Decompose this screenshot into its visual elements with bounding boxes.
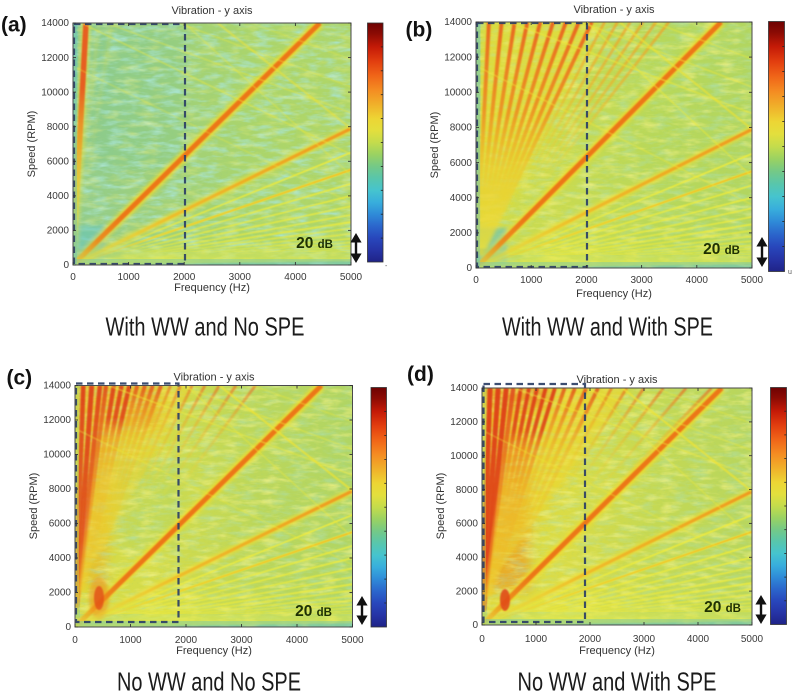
svg-text:(d): (d) <box>407 363 434 386</box>
svg-text:3000: 3000 <box>230 635 253 646</box>
svg-text:5000: 5000 <box>341 635 364 646</box>
svg-text:Vibration - y axis: Vibration - y axis <box>171 5 253 17</box>
svg-text:0: 0 <box>466 263 472 274</box>
svg-text:6000: 6000 <box>47 157 70 168</box>
svg-text:14000: 14000 <box>41 18 69 29</box>
svg-text:(c): (c) <box>7 367 33 390</box>
svg-text:Vibration - y axis: Vibration - y axis <box>173 372 255 384</box>
svg-text:(b): (b) <box>406 19 433 42</box>
svg-text:Frequency (Hz): Frequency (Hz) <box>579 645 655 657</box>
svg-text:20 dB: 20 dB <box>704 599 741 616</box>
svg-text:4000: 4000 <box>450 193 473 204</box>
svg-text:4000: 4000 <box>687 634 710 645</box>
svg-text:6000: 6000 <box>49 519 72 530</box>
svg-text:6000: 6000 <box>450 158 473 169</box>
svg-text:Frequency (Hz): Frequency (Hz) <box>176 645 252 657</box>
svg-text:0: 0 <box>472 620 478 631</box>
svg-text:12000: 12000 <box>41 53 69 64</box>
svg-text:5000: 5000 <box>741 275 764 286</box>
svg-text:With WW and With SPE: With WW and With SPE <box>502 312 713 342</box>
svg-text:5000: 5000 <box>340 272 363 283</box>
svg-text:12000: 12000 <box>43 415 71 426</box>
svg-text:0: 0 <box>63 260 69 271</box>
svg-text:8000: 8000 <box>456 485 479 496</box>
svg-text:12000: 12000 <box>450 417 478 428</box>
svg-text:With WW and No SPE: With WW and No SPE <box>106 312 305 342</box>
svg-text:0: 0 <box>65 622 71 633</box>
svg-text:3000: 3000 <box>630 275 653 286</box>
svg-text:8000: 8000 <box>49 484 72 495</box>
svg-text:3000: 3000 <box>633 634 656 645</box>
svg-text:0: 0 <box>479 634 485 645</box>
svg-text:1000: 1000 <box>117 272 140 283</box>
svg-text:8000: 8000 <box>450 123 473 134</box>
svg-text:0: 0 <box>473 275 479 286</box>
svg-text:(a): (a) <box>1 14 27 37</box>
svg-text:4000: 4000 <box>49 553 72 564</box>
svg-text:1000: 1000 <box>525 634 548 645</box>
svg-text:0: 0 <box>70 272 76 283</box>
svg-text:No WW and With SPE: No WW and With SPE <box>518 667 717 694</box>
svg-text:4000: 4000 <box>686 275 709 286</box>
svg-text:u: u <box>788 269 792 276</box>
svg-text:20 dB: 20 dB <box>296 235 333 252</box>
svg-text:2000: 2000 <box>456 586 479 597</box>
svg-text:10000: 10000 <box>450 451 478 462</box>
svg-text:14000: 14000 <box>444 17 472 28</box>
svg-text:4000: 4000 <box>456 553 479 564</box>
svg-text:5000: 5000 <box>741 634 764 645</box>
svg-text:2000: 2000 <box>175 635 198 646</box>
svg-text:14000: 14000 <box>43 381 71 392</box>
svg-text:2000: 2000 <box>575 275 598 286</box>
svg-text:1000: 1000 <box>520 275 543 286</box>
svg-text:20 dB: 20 dB <box>703 241 740 258</box>
svg-text:-: - <box>385 263 388 270</box>
svg-text:No WW and No SPE: No WW and No SPE <box>117 667 301 694</box>
svg-text:4000: 4000 <box>286 635 309 646</box>
svg-text:10000: 10000 <box>444 88 472 99</box>
svg-text:10000: 10000 <box>41 87 69 98</box>
svg-text:6000: 6000 <box>456 519 479 530</box>
svg-text:Frequency (Hz): Frequency (Hz) <box>174 282 250 294</box>
svg-text:12000: 12000 <box>444 52 472 63</box>
svg-text:8000: 8000 <box>47 122 70 133</box>
svg-text:20 dB: 20 dB <box>295 603 332 620</box>
svg-text:1000: 1000 <box>119 635 142 646</box>
svg-text:2000: 2000 <box>579 634 602 645</box>
svg-text:Speed (RPM): Speed (RPM) <box>429 112 441 179</box>
svg-text:Speed (RPM): Speed (RPM) <box>26 111 38 178</box>
svg-text:3000: 3000 <box>229 272 252 283</box>
svg-text:Speed (RPM): Speed (RPM) <box>28 473 40 540</box>
svg-text:Frequency (Hz): Frequency (Hz) <box>576 288 652 300</box>
svg-text:2000: 2000 <box>47 226 70 237</box>
svg-text:Vibration - y axis: Vibration - y axis <box>573 4 655 16</box>
svg-text:Speed (RPM): Speed (RPM) <box>435 473 447 540</box>
svg-text:Vibration - y axis: Vibration - y axis <box>576 374 658 386</box>
svg-text:0: 0 <box>72 635 78 646</box>
svg-text:2000: 2000 <box>49 588 72 599</box>
svg-text:2000: 2000 <box>173 272 196 283</box>
svg-text:14000: 14000 <box>450 383 478 394</box>
svg-text:4000: 4000 <box>47 191 70 202</box>
svg-text:4000: 4000 <box>284 272 307 283</box>
svg-text:2000: 2000 <box>450 228 473 239</box>
svg-text:10000: 10000 <box>43 450 71 461</box>
